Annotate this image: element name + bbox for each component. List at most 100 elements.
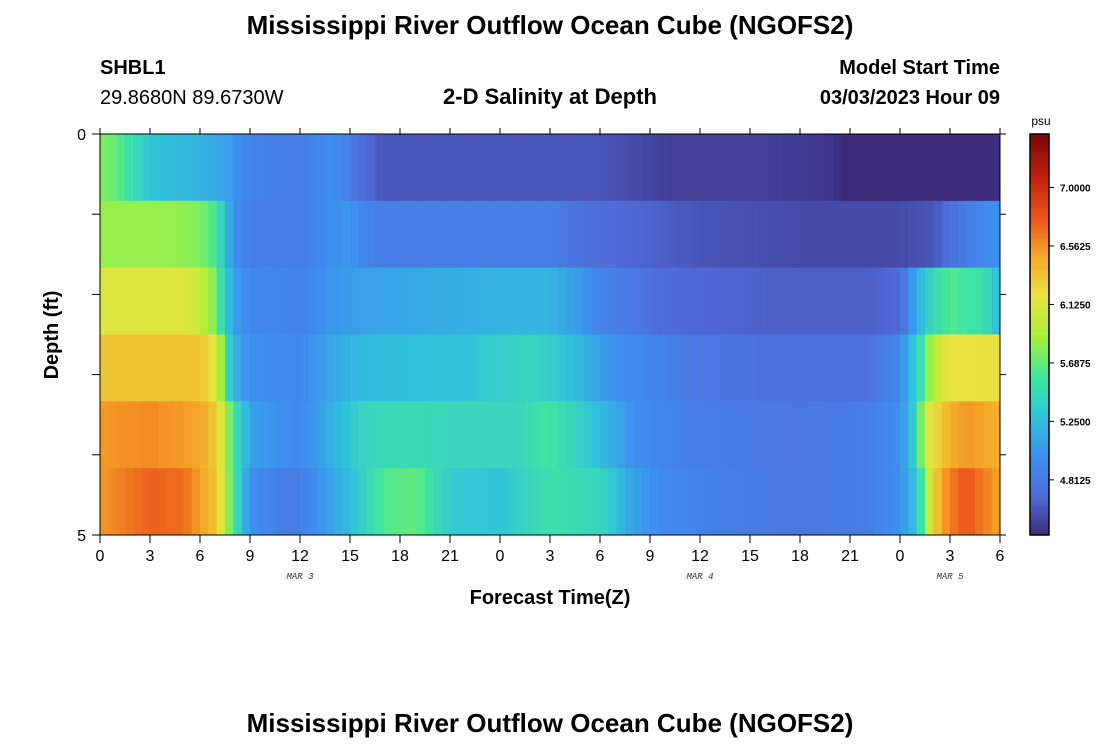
heatmap-cell: [716, 134, 726, 202]
heatmap-cell: [858, 267, 868, 335]
heatmap-cell: [383, 200, 393, 269]
heatmap-cell: [925, 401, 934, 469]
heatmap-cell: [800, 267, 809, 335]
heatmap-cell: [700, 267, 709, 335]
colorbar-step: [1030, 321, 1049, 325]
heatmap-cell: [150, 134, 159, 202]
colorbar-step: [1030, 428, 1049, 432]
colorbar-step: [1030, 180, 1049, 185]
heatmap-cell: [700, 334, 709, 402]
heatmap-cell: [958, 468, 968, 536]
heatmap-cell: [266, 334, 276, 402]
heatmap-cell: [858, 134, 868, 202]
heatmap-cell: [466, 334, 476, 402]
colorbar-step: [1030, 438, 1049, 442]
heatmap-cell: [775, 468, 784, 536]
heatmap-cell: [850, 267, 859, 335]
heatmap-cell: [141, 401, 151, 469]
heatmap-cell: [258, 334, 268, 402]
heatmap-cell: [216, 334, 226, 402]
heatmap-cell: [808, 334, 818, 402]
heatmap-cell: [150, 401, 159, 469]
heatmap-cell: [666, 134, 676, 202]
heatmap-cell: [500, 468, 509, 536]
station-id: SHBL1: [100, 57, 166, 79]
heatmap-cell: [758, 267, 768, 335]
heatmap-cell: [975, 134, 984, 202]
heatmap-cell: [558, 134, 568, 202]
heatmap-cell: [991, 468, 1001, 536]
heatmap-cell: [708, 334, 718, 402]
heatmap-cell: [908, 267, 918, 335]
heatmap-cell: [808, 134, 818, 202]
heatmap-cell: [708, 468, 718, 536]
heatmap-cell: [358, 134, 368, 202]
heatmap-cell: [775, 401, 784, 469]
chart-title: Mississippi River Outflow Ocean Cube (NG…: [246, 10, 854, 40]
heatmap-cell: [658, 334, 668, 402]
heatmap-cell: [608, 468, 618, 536]
heatmap-cell: [566, 200, 576, 269]
heatmap-cell: [466, 401, 476, 469]
heatmap-cell: [475, 134, 484, 202]
heatmap-cell: [308, 134, 318, 202]
colorbar-step: [1030, 301, 1049, 305]
heatmap-cell: [425, 401, 434, 469]
heatmap-cell: [566, 267, 576, 335]
heatmap-cell: [325, 267, 334, 335]
colorbar-step: [1030, 518, 1049, 523]
heatmap-cell: [183, 200, 193, 269]
colorbar-step: [1030, 424, 1049, 429]
heatmap-cell: [358, 267, 368, 335]
colorbar-step: [1030, 184, 1049, 188]
colorbar-step: [1030, 488, 1049, 493]
heatmap-cell: [933, 468, 943, 536]
heatmap-cell: [425, 200, 434, 269]
colorbar-step: [1030, 170, 1049, 175]
heatmap-cell: [800, 334, 809, 402]
heatmap-cell: [475, 267, 484, 335]
heatmap-cell: [608, 200, 618, 269]
heatmap-cell: [208, 401, 218, 469]
heatmap-cell: [391, 200, 401, 269]
heatmap-cell: [650, 334, 659, 402]
heatmap-cell: [233, 134, 243, 202]
heatmap-cell: [258, 267, 268, 335]
heatmap-cell: [308, 267, 318, 335]
colorbar-step: [1030, 200, 1049, 205]
heatmap-cell: [841, 267, 851, 335]
heatmap-cell: [266, 468, 276, 536]
heatmap-cell: [100, 334, 109, 402]
heatmap-cell: [966, 267, 976, 335]
heatmap-cell: [125, 468, 134, 536]
colorbar-step: [1030, 471, 1049, 476]
heatmap-cell: [100, 267, 109, 335]
colorbar-step: [1030, 134, 1049, 138]
heatmap-cell: [150, 334, 159, 402]
heatmap-cell: [341, 134, 351, 202]
heatmap-cell: [483, 267, 493, 335]
heatmap-cell: [808, 468, 818, 536]
heatmap-cell: [850, 200, 859, 269]
heatmap-cell: [633, 334, 643, 402]
footer-title: Mississippi River Outflow Ocean Cube (NG…: [246, 708, 854, 738]
heatmap-cell: [666, 200, 676, 269]
heatmap-cell: [491, 134, 501, 202]
heatmap-cell: [683, 267, 693, 335]
x-tick-label: 0: [896, 548, 905, 565]
heatmap-cell: [300, 468, 309, 536]
heatmap-cell: [641, 401, 651, 469]
heatmap-cell: [525, 334, 534, 402]
heatmap-cell: [158, 267, 168, 335]
heatmap-cell: [866, 334, 876, 402]
heatmap-cell: [450, 401, 459, 469]
heatmap-cell: [975, 401, 984, 469]
heatmap-cell: [558, 267, 568, 335]
heatmap-cell: [525, 200, 534, 269]
heatmap-cell: [475, 401, 484, 469]
x-tick-label: 18: [791, 548, 809, 565]
heatmap-cell: [108, 334, 118, 402]
heatmap-cell: [266, 200, 276, 269]
heatmap-cell: [483, 334, 493, 402]
heatmap-cell: [283, 134, 293, 202]
